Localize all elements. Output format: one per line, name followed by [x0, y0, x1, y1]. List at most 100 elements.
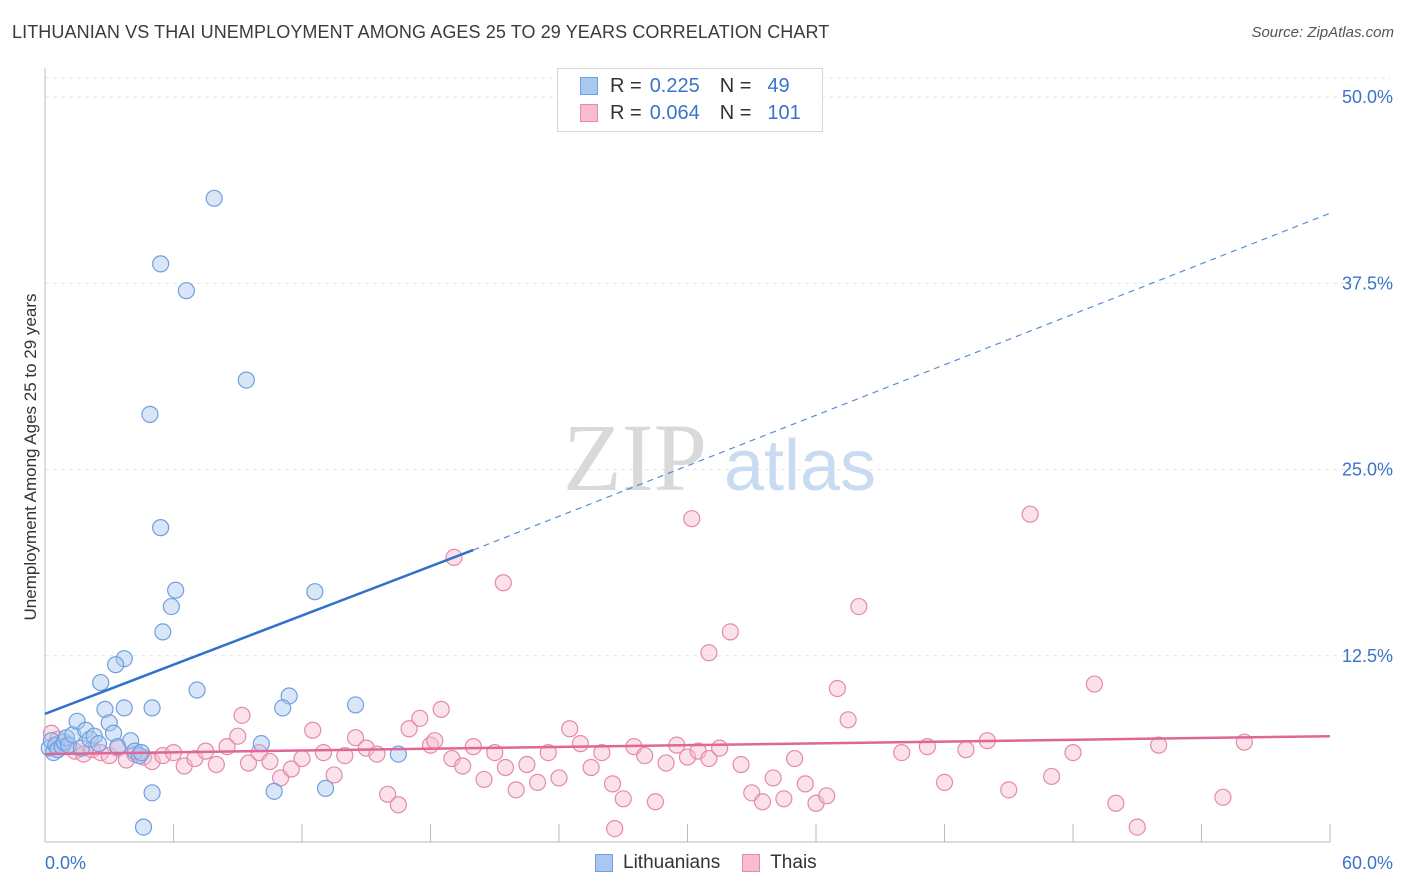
point-thais: [389, 796, 407, 814]
point-thais: [454, 757, 472, 775]
point-lithuanians: [143, 784, 161, 802]
point-lithuanians: [346, 696, 365, 714]
point-thais: [314, 743, 333, 762]
point-thais: [721, 623, 739, 641]
n-value-thais: 101: [767, 101, 801, 124]
point-thais: [636, 746, 654, 765]
point-thais: [379, 785, 397, 803]
point-thais: [261, 752, 279, 771]
legend-swatch-thais: [580, 104, 598, 122]
point-thais: [411, 709, 429, 727]
point-thais: [346, 729, 365, 747]
stats-legend: R = 0.225 N = 49 R = 0.064 N = 101: [557, 68, 823, 132]
tick-labels: 12.5% 25.0% 37.5% 50.0% 0.0% 60.0%: [45, 87, 1393, 873]
point-thais: [464, 738, 482, 756]
r-value-lithuanians: 0.225: [649, 74, 700, 97]
n-label: N =: [719, 101, 752, 124]
point-thais: [400, 720, 418, 738]
n-value-lithuanians: 49: [767, 74, 790, 97]
point-thais: [357, 739, 375, 757]
trend-line-thais: [44, 734, 1331, 756]
point-lithuanians: [122, 732, 140, 750]
point-thais: [796, 775, 814, 793]
point-lithuanians: [274, 699, 292, 717]
watermark-zip: ZIP: [563, 404, 707, 511]
point-thais: [957, 741, 975, 759]
point-lithuanians: [115, 650, 133, 668]
point-thais: [528, 773, 547, 792]
point-lithuanians: [162, 597, 180, 616]
point-thais: [1021, 505, 1039, 523]
point-thais: [732, 755, 750, 774]
x-tick-label: 60.0%: [1342, 853, 1393, 873]
point-thais: [336, 746, 354, 765]
y-axis-label: Unemployment Among Ages 25 to 29 years: [21, 294, 40, 621]
point-thais: [614, 790, 632, 808]
legend-item-thais[interactable]: Thais: [742, 852, 817, 874]
point-thais: [775, 790, 793, 808]
point-thais: [494, 574, 512, 592]
point-thais: [207, 755, 225, 774]
point-thais: [593, 743, 611, 762]
legend-row-lithuanians: R = 0.225 N = 49: [580, 73, 790, 99]
r-label: R =: [610, 74, 642, 97]
legend-label-lithuanians: Lithuanians: [623, 852, 721, 873]
point-thais: [785, 749, 804, 768]
point-thais: [518, 755, 536, 774]
point-thais: [1214, 788, 1232, 806]
point-thais: [657, 754, 675, 772]
point-thais: [293, 749, 311, 768]
point-lithuanians: [89, 735, 108, 753]
point-lithuanians: [143, 699, 161, 717]
point-thais: [818, 787, 836, 805]
point-lithuanians: [152, 255, 170, 273]
point-thais: [1150, 736, 1168, 754]
point-thais: [426, 732, 444, 750]
point-thais: [229, 727, 247, 745]
x-tick-label: 0.0%: [45, 853, 86, 873]
point-lithuanians: [100, 714, 118, 732]
point-thais: [561, 720, 579, 738]
point-thais: [1064, 743, 1082, 762]
point-lithuanians: [306, 583, 324, 601]
point-lithuanians: [316, 779, 335, 797]
gridlines: [45, 77, 1390, 657]
n-label: N =: [719, 74, 752, 97]
point-thais: [539, 743, 557, 762]
legend-item-lithuanians[interactable]: Lithuanians: [595, 852, 720, 874]
point-thais: [678, 748, 697, 766]
point-thais: [1042, 767, 1061, 786]
point-thais: [475, 770, 493, 789]
chart-title: LITHUANIAN VS THAI UNEMPLOYMENT AMONG AG…: [12, 22, 830, 42]
point-lithuanians: [72, 739, 91, 757]
legend-swatch-thais: [742, 854, 761, 872]
point-thais: [828, 679, 847, 698]
point-lithuanians: [152, 519, 170, 537]
point-lithuanians: [252, 735, 270, 753]
point-lithuanians: [188, 681, 206, 699]
legend-label-thais: Thais: [770, 852, 817, 873]
point-lithuanians: [77, 721, 95, 739]
point-thais: [432, 700, 450, 718]
point-lithuanians: [104, 724, 123, 742]
point-thais: [753, 793, 772, 811]
point-thais: [893, 743, 911, 762]
point-thais: [764, 769, 782, 787]
y-tick-label: 12.5%: [1342, 646, 1393, 666]
point-thais: [839, 711, 857, 729]
y-tick-label: 25.0%: [1342, 460, 1393, 480]
point-thais: [1000, 781, 1018, 799]
trend-lines: [44, 212, 1331, 756]
point-thais: [935, 773, 954, 792]
point-lithuanians: [107, 656, 125, 674]
point-lithuanians: [141, 405, 159, 423]
point-thais: [507, 781, 525, 799]
point-lithuanians: [92, 673, 110, 692]
point-lithuanians: [96, 700, 114, 718]
point-lithuanians: [134, 818, 153, 836]
point-lithuanians: [115, 699, 133, 717]
point-lithuanians: [265, 782, 283, 800]
point-thais: [550, 769, 568, 787]
y-tick-label: 37.5%: [1342, 273, 1393, 293]
point-thais: [646, 793, 664, 811]
